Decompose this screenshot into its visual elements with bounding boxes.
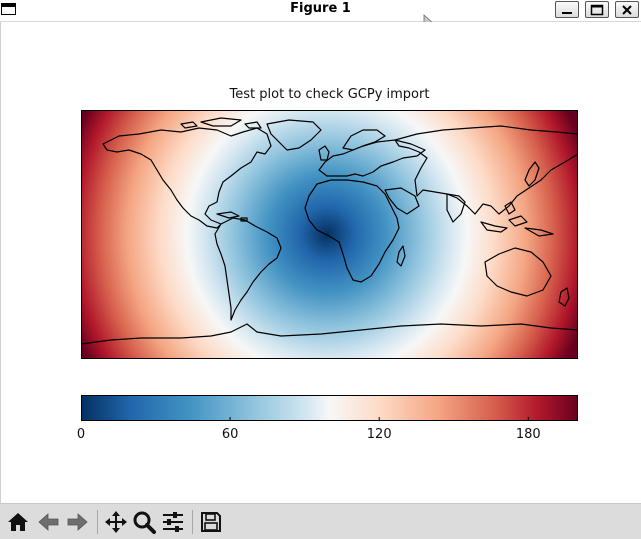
map-axes[interactable] [81,110,578,359]
save-icon [201,512,221,532]
coastline-new-zealand [558,287,570,307]
minimize-button[interactable] [555,1,579,18]
maximize-icon [590,4,604,15]
zoom-button[interactable] [131,509,157,535]
coastline-scandinavia [342,129,386,151]
coastline-japan [524,161,540,187]
navigation-toolbar [0,503,641,539]
colorbar-tick-label: 0 [76,427,86,442]
coastline-australia [484,247,552,297]
back-button[interactable] [35,509,61,535]
sliders-icon [163,512,183,532]
coastline-arabia [384,187,420,215]
maximize-button[interactable] [585,1,609,18]
toolbar-separator [97,510,98,534]
coastline-europe [318,139,426,177]
colorbar-tick-label: 180 [515,427,541,442]
heatmap-field [81,110,578,359]
coastline-antarctica [81,323,578,345]
window-title: Figure 1 [290,1,351,16]
home-icon [8,513,28,531]
colorbar-tick-label: 60 [221,427,239,442]
close-icon [622,4,632,15]
forward-arrow-icon [67,513,88,531]
coastline-greenland [266,119,322,151]
home-button[interactable] [5,509,31,535]
coastline-south-america [214,217,282,321]
configure-subplots-button[interactable] [160,509,186,535]
colorbar [81,395,578,421]
colorbar-tick-label: 120 [366,427,392,442]
minimize-icon [562,11,572,14]
plot-title: Test plot to check GCPy import [229,87,430,102]
window-title-bar[interactable]: Figure 1 [0,0,641,22]
coastline-asia [394,125,578,215]
save-button[interactable] [198,509,224,535]
coastline-arctic-islands [180,117,262,129]
back-arrow-icon [38,513,59,531]
coastlines [81,117,578,345]
coastline-north-america [102,127,272,229]
colorbar-ticks [81,417,529,421]
coastline-africa [304,179,400,283]
coastline-madagascar [396,245,406,267]
zoom-icon [133,511,156,534]
colorbar-gradient [81,395,578,421]
map-frame [81,110,578,359]
window-menu-icon[interactable] [1,3,16,15]
coastline-india [446,193,466,223]
forward-button[interactable] [65,509,91,535]
toolbar-separator [192,510,193,534]
move-icon [105,511,127,533]
colorbar-frame [81,395,578,421]
pan-button[interactable] [103,509,129,535]
close-button[interactable] [615,1,639,18]
coastline-indonesia [480,201,554,237]
coastline-britain [318,145,330,161]
